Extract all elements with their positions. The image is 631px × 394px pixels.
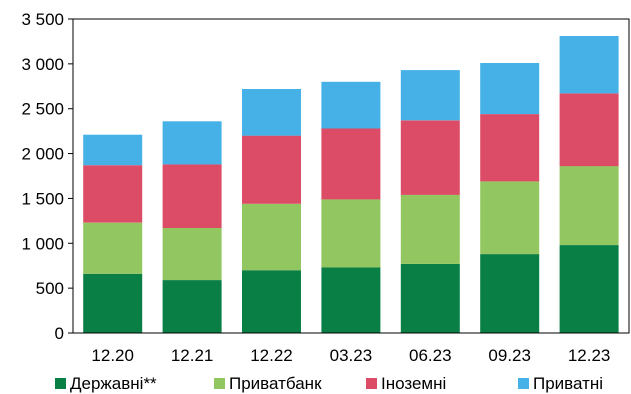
y-tick-label: 1 500	[21, 189, 64, 208]
bar-segment-4-12.22	[242, 89, 301, 136]
bar-segment-4-12.21	[162, 121, 222, 165]
x-tick-label: 12.22	[250, 346, 293, 365]
y-tick-label: 3 500	[21, 10, 64, 29]
x-tick-label: 06.23	[409, 346, 452, 365]
legend-label: Приватбанк	[229, 374, 322, 393]
bar-segment-4-12.20	[83, 134, 143, 166]
bar-segment-1-12.20	[83, 273, 143, 333]
bar-segment-1-12.21	[162, 280, 222, 333]
legend-label: Іноземні	[381, 374, 446, 393]
x-tick-label: 12.20	[91, 346, 134, 365]
x-tick-label: 09.23	[488, 346, 531, 365]
legend: Державні** Приватбанк Іноземні Приватні	[55, 374, 603, 393]
axes: 0 500 1 000 1 500 2 000 2 500 3 000 3 500 12.20 1…	[21, 10, 630, 365]
bar-segment-3-12.23	[559, 93, 619, 167]
bar-segment-2-09.23	[480, 181, 540, 255]
legend-swatch	[214, 378, 225, 389]
bar-segment-2-12.20	[83, 222, 143, 274]
legend-swatch	[55, 378, 66, 389]
legend-label: Приватні	[533, 374, 603, 393]
bar-segment-3-12.20	[83, 165, 143, 223]
bar-segment-2-12.22	[242, 203, 301, 271]
plot-frame	[72, 18, 630, 334]
y-tick-label: 3 000	[21, 55, 64, 74]
bar-segment-1-09.23	[480, 254, 540, 333]
x-tick-label: 12.23	[568, 346, 611, 365]
bar-segment-3-12.22	[242, 135, 301, 204]
bar-segment-1-12.23	[559, 245, 619, 333]
bar-segment-4-06.23	[400, 70, 460, 121]
y-tick-label: 500	[36, 279, 64, 298]
bar-segment-1-12.22	[242, 270, 301, 333]
legend-label: Державні**	[70, 374, 157, 393]
bar-segment-1-03.23	[321, 267, 381, 333]
bar-segment-2-12.23	[559, 166, 619, 245]
x-tick-label: 03.23	[330, 346, 373, 365]
bar-segment-2-06.23	[400, 194, 460, 264]
y-tick-label: 0	[55, 324, 64, 343]
y-tick-label: 2 000	[21, 145, 64, 164]
legend-swatch	[366, 378, 377, 389]
bar-segment-3-03.23	[321, 128, 381, 200]
bar-segment-1-06.23	[400, 263, 460, 333]
plot-area	[83, 36, 619, 333]
bar-segment-2-12.21	[162, 228, 222, 280]
bar-segment-4-12.23	[559, 36, 619, 94]
y-tick-label: 2 500	[21, 100, 64, 119]
y-tick-label: 1 000	[21, 234, 64, 253]
bar-segment-3-09.23	[480, 114, 540, 182]
bar-segment-3-06.23	[400, 120, 460, 195]
x-tick-label: 12.21	[171, 346, 214, 365]
bar-segment-4-09.23	[480, 63, 540, 115]
bar-segment-2-03.23	[321, 199, 381, 268]
bar-segment-3-12.21	[162, 164, 222, 228]
bar-segment-4-03.23	[321, 81, 381, 129]
legend-swatch	[518, 378, 529, 389]
